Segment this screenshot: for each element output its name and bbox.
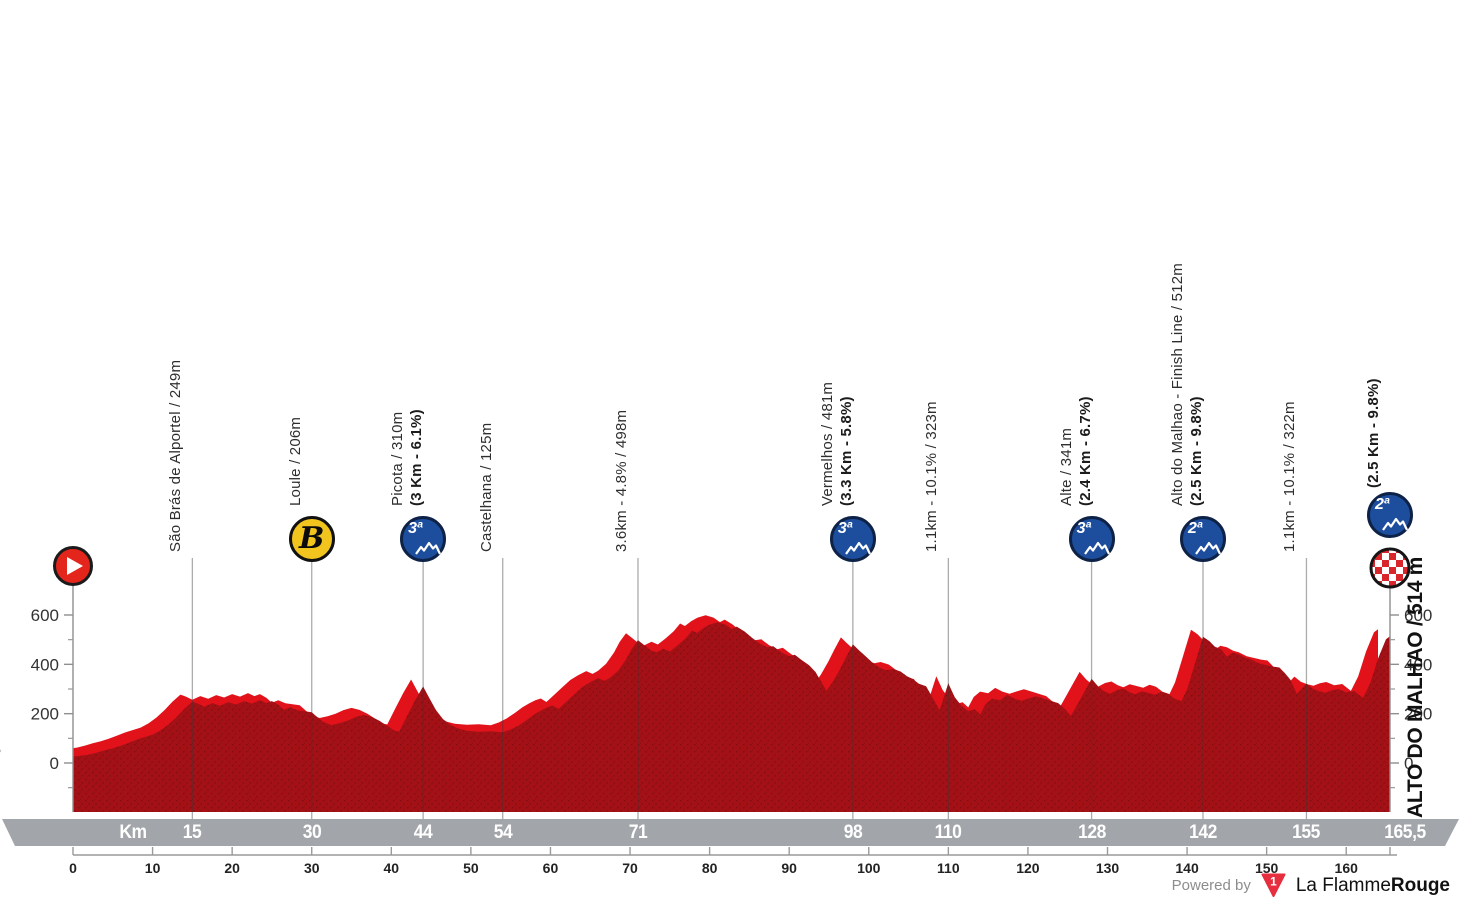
km-ruler-label: 120 (1016, 860, 1040, 876)
waypoint-name-label: 3.6km - 4.8% / 498m (612, 409, 630, 552)
km-ruler-label: 80 (702, 860, 718, 876)
elevation-tick-label: 0 (1404, 754, 1413, 773)
waypoint-name-label: Vermelhos / 481m (818, 381, 836, 506)
play-triangle-icon (67, 557, 83, 575)
climb-category-number: 3ª (408, 520, 422, 537)
powered-by-text: Powered by (1171, 877, 1251, 894)
elevation-tick-label: 0 (50, 754, 59, 773)
waypoint-name-label: Alto do Malhao - Finish Line / 512m (1168, 263, 1186, 506)
finish-location-label: ALTO DO MALHAO / 514 m (1404, 557, 1427, 818)
elevation-tick-label: 200 (1404, 705, 1432, 724)
km-ruler-label: 10 (145, 860, 161, 876)
profile-texture (73, 622, 1390, 812)
mountain-icon (844, 541, 871, 555)
climb-category-number: 2ª (1375, 496, 1389, 513)
km-ruler-label: 160 (1335, 860, 1359, 876)
km-ruler-label: 100 (857, 860, 881, 876)
bonus-sprint-letter: B (299, 521, 325, 556)
waypoint-name-label: Loule / 206m (286, 416, 304, 506)
footer: Powered by 1 La FlammeRouge (1172, 873, 1450, 898)
brand-bold: Rouge (1390, 874, 1450, 896)
mountain-icon (1195, 541, 1221, 555)
elevation-tick-label: 600 (1404, 606, 1432, 625)
waypoint-gradient-label: (3.3 Km - 5.8%) (837, 396, 855, 506)
svg-text:1: 1 (1270, 875, 1277, 889)
brand-regular: La Flamme (1295, 874, 1391, 896)
km-bar-label: 155 (1292, 822, 1321, 843)
km-ruler-label: 60 (543, 860, 559, 876)
km-axis-bar (2, 819, 1459, 846)
climb-category-icon: 3ª (400, 516, 447, 562)
brand-text: La FlammeRouge (1296, 875, 1450, 897)
km-ruler-label: 130 (1096, 860, 1120, 876)
waypoint-gradient-label: (2.4 Km - 6.7%) (1076, 396, 1094, 506)
start-play-icon (53, 546, 93, 586)
km-ruler-label: 140 (1175, 860, 1199, 876)
climb-category-number: 2ª (1187, 520, 1202, 537)
km-ruler-label: 40 (384, 860, 400, 876)
elevation-tick-label: 400 (31, 655, 59, 674)
km-bar-label: 165,5 (1384, 822, 1426, 843)
km-ruler-label: 150 (1255, 860, 1279, 876)
waypoint-name-label: Picota / 310m (389, 411, 407, 506)
km-ruler-label: 30 (304, 860, 320, 876)
km-ruler-label: 110 (937, 860, 960, 876)
waypoint-gradient-label: (3 Km - 6.1%) (408, 409, 426, 506)
elevation-tick-label: 200 (31, 705, 59, 724)
waypoint-name-label: Castelhana / 125m (477, 422, 495, 552)
km-bar-label: 128 (1077, 822, 1106, 843)
elevation-tick-label: 600 (31, 606, 59, 625)
km-bar-label: 142 (1189, 822, 1217, 843)
km-bar-label: 30 (302, 822, 321, 843)
km-bar-label: 15 (183, 822, 202, 843)
waypoint-name-label: Alte / 341m (1057, 427, 1075, 506)
waypoint-gradient-label: (2.5 Km - 9.8%) (1187, 396, 1205, 506)
finish-checkered-icon (1369, 547, 1411, 589)
waypoint-name-label: São Brás de Alportel / 249m (167, 359, 185, 552)
climb-category-icon: 3ª (1068, 516, 1115, 562)
mountain-icon (1083, 541, 1110, 555)
climb-category-icon: 2ª (1179, 516, 1226, 562)
km-ruler-label: 20 (224, 860, 240, 876)
la-flamme-rouge-logo-icon: 1 (1261, 873, 1286, 897)
km-ruler-label: 70 (622, 860, 638, 876)
start-location-label: FARO / 26 m (0, 697, 5, 812)
km-bar-label: 98 (843, 822, 863, 843)
climb-category-number: 3ª (837, 520, 852, 537)
waypoint-name-label: 1.1km - 10.1% / 323m (923, 401, 941, 552)
elevation-tick-label: 400 (1404, 655, 1432, 674)
km-bar-label: 44 (413, 822, 433, 843)
waypoint-gradient-label: (2.5 Km - 9.8%) (1365, 378, 1382, 488)
km-bar-label: 110 (934, 822, 962, 843)
km-ruler-label: 50 (463, 860, 479, 876)
bonus-sprint-icon: B (288, 516, 335, 562)
km-ruler-label: 0 (69, 860, 77, 876)
mountain-icon (1382, 517, 1408, 531)
climb-category-icon: 3ª (829, 516, 876, 562)
mountain-icon (415, 541, 442, 555)
waypoint-name-label: 1.1km - 10.1% / 322m (1281, 401, 1299, 552)
km-axis-header: Km (119, 822, 147, 843)
km-bar-label: 71 (628, 822, 648, 843)
climb-category-icon: 2ª (1367, 492, 1413, 538)
climb-category-number: 3ª (1076, 520, 1091, 537)
km-bar-label: 54 (493, 822, 512, 843)
km-ruler-label: 90 (781, 860, 797, 876)
